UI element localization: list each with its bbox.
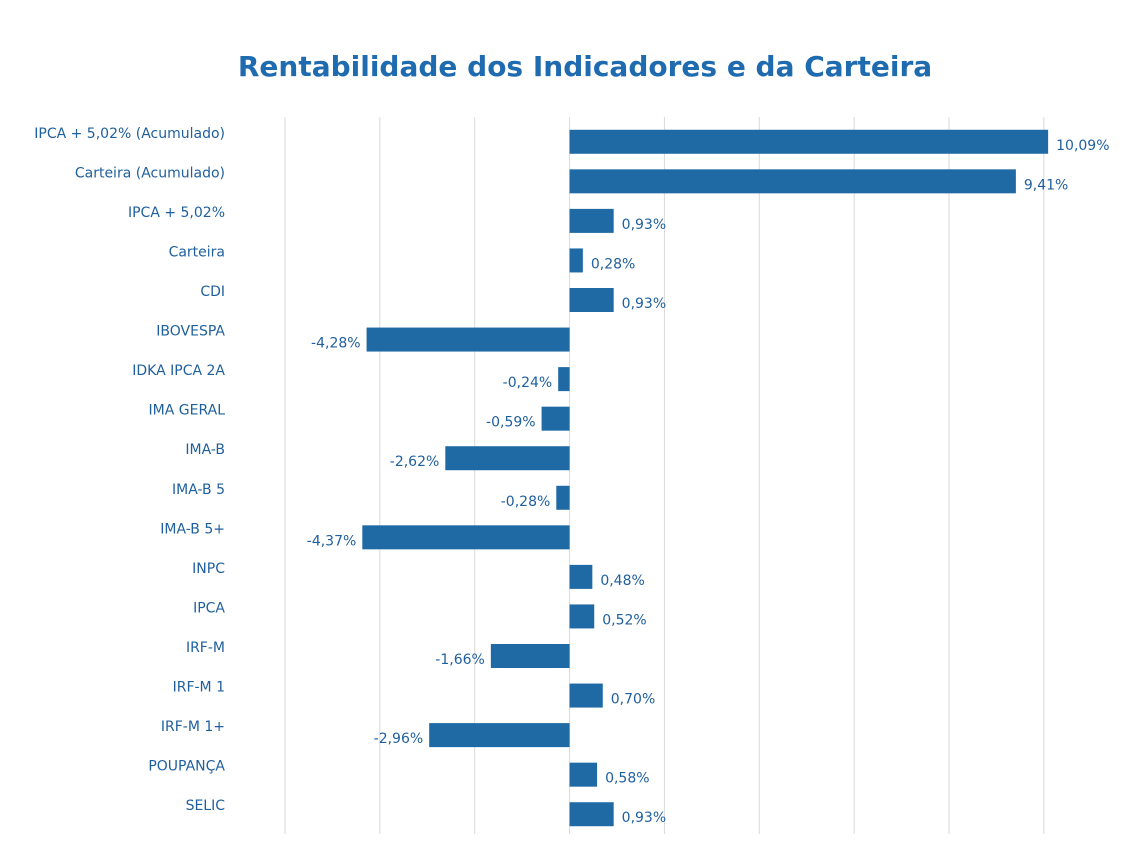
y-tick-label: IPCA + 5,02% (Acumulado)	[34, 126, 225, 142]
y-tick-label: IRF-M 1+	[161, 719, 225, 735]
bar	[569, 683, 603, 708]
y-tick-label: IRF-M	[186, 640, 225, 656]
data-label: 10,09%	[1056, 138, 1109, 154]
data-label: 0,93%	[622, 810, 666, 826]
data-label: 0,28%	[591, 256, 635, 272]
bar	[490, 644, 570, 668]
y-tick-label: SELIC	[186, 798, 226, 814]
bar	[569, 802, 614, 827]
y-tick-label: IMA-B	[185, 442, 225, 458]
bar	[569, 762, 598, 787]
data-label: -4,37%	[307, 533, 357, 549]
data-label: 0,48%	[600, 573, 644, 589]
data-label: 0,52%	[602, 612, 646, 628]
y-tick-label: IPCA + 5,02%	[128, 205, 225, 221]
bar	[429, 723, 570, 748]
y-tick-label: IBOVESPA	[156, 324, 225, 340]
y-tick-label: INPC	[192, 561, 225, 577]
bar	[569, 604, 595, 629]
bar	[569, 208, 614, 233]
data-label: -4,28%	[311, 336, 361, 352]
data-label: 0,93%	[622, 217, 666, 233]
data-label: -2,96%	[374, 731, 424, 747]
y-tick-label: Carteira (Acumulado)	[75, 165, 225, 181]
bar	[558, 367, 570, 392]
y-tick-label: CDI	[200, 284, 225, 300]
data-label: -0,28%	[501, 494, 551, 510]
data-label: -1,66%	[435, 652, 485, 668]
bar	[569, 564, 593, 589]
bar	[569, 288, 614, 312]
bar	[569, 129, 1049, 154]
y-tick-label: IMA-B 5	[172, 482, 225, 498]
data-label: 0,58%	[605, 771, 649, 787]
data-label: -0,24%	[503, 375, 553, 391]
data-label: 9,41%	[1024, 177, 1068, 193]
y-tick-label: Carteira	[169, 244, 225, 260]
data-label: 0,70%	[611, 692, 655, 708]
data-label: -0,59%	[486, 415, 536, 431]
bar	[569, 169, 1016, 194]
y-tick-label: IDKA IPCA 2A	[132, 363, 225, 379]
bar	[366, 327, 570, 352]
data-label: 0,93%	[622, 296, 666, 312]
data-label: -2,62%	[390, 454, 440, 470]
bar	[362, 525, 570, 550]
bar	[445, 446, 570, 471]
y-tick-label: IRF-M 1	[173, 680, 225, 696]
y-tick-label: IMA GERAL	[149, 403, 226, 419]
y-tick-label: POUPANÇA	[148, 759, 225, 775]
bar	[556, 485, 570, 510]
chart-title: Rentabilidade dos Indicadores e da Carte…	[238, 50, 932, 83]
bar	[569, 248, 583, 273]
bar	[541, 406, 570, 431]
y-tick-label: IMA-B 5+	[160, 521, 225, 537]
y-tick-label: IPCA	[193, 600, 225, 616]
